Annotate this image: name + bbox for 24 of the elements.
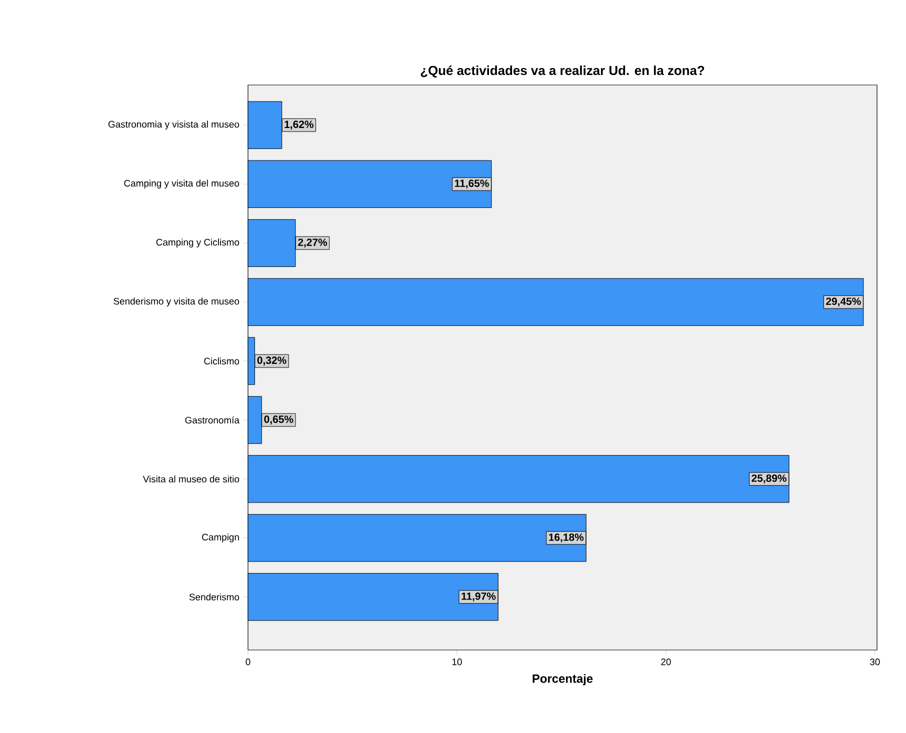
y-tick-label: Visita al museo de sitio (142, 475, 240, 482)
x-tick-label: 30 (870, 658, 880, 666)
y-tick-label: Campign (202, 534, 239, 542)
data-label: 2,27% (298, 238, 328, 248)
y-tick-label: Ciclismo (204, 358, 240, 364)
y-tick-label: Gastronomía (185, 416, 240, 424)
y-tick-label: Senderismo (189, 593, 240, 600)
data-label: 11,97% (462, 592, 496, 602)
data-label: 16,18% (549, 533, 584, 542)
x-tick-label: 10 (452, 658, 462, 666)
data-label: 11,65% (454, 180, 489, 189)
y-tick-label: Senderismo y visita de museo (114, 298, 240, 306)
data-label: 25,89% (752, 474, 786, 484)
x-tick-label: 0 (246, 658, 250, 666)
data-label: 29,45% (826, 298, 861, 306)
y-tick-label: Gastronomia y visista al museo (108, 120, 240, 130)
x-tick-label: 20 (661, 658, 671, 666)
data-label: 0,32% (257, 356, 286, 366)
y-tick-label: Camping y visita del museo (124, 180, 240, 188)
x-axis-title: Porcentaje (532, 674, 593, 686)
y-tick-label: Camping y Ciclismo (156, 238, 240, 248)
chart-title: ¿Qué actividades va a realizar Ud. en la zona? (420, 65, 704, 78)
data-label: 0,65% (264, 416, 294, 424)
data-label: 1,62% (284, 120, 314, 130)
